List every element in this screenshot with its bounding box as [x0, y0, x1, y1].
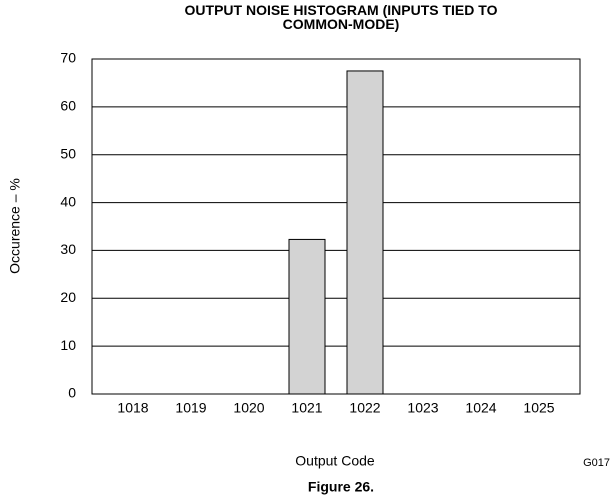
caption: Figure 26.	[308, 479, 374, 495]
chart-title: OUTPUT NOISE HISTOGRAM (INPUTS TIED TO C…	[184, 2, 498, 32]
x-tick-label: 1025	[523, 400, 554, 416]
x-tick-label: 1018	[117, 400, 148, 416]
y-tick-label: 70	[60, 50, 76, 66]
plot-frame	[91, 58, 581, 395]
y-axis-label: Occurence – %	[7, 178, 23, 274]
x-tick-label: 1022	[349, 400, 380, 416]
x-axis-label: Output Code	[295, 453, 375, 469]
bar	[288, 238, 326, 395]
x-tick-label: 1019	[175, 400, 206, 416]
y-tick-label: 20	[60, 289, 76, 305]
annotation: G017	[583, 457, 610, 469]
x-tick-label: 1021	[291, 400, 322, 416]
x-tick-label: 1023	[407, 400, 438, 416]
x-tick-label: 1020	[233, 400, 264, 416]
y-tick-label: 0	[68, 385, 76, 401]
y-tick-label: 50	[60, 145, 76, 161]
y-tick-label: 40	[60, 193, 76, 209]
x-tick-label: 1024	[465, 400, 496, 416]
y-tick-label: 10	[60, 337, 76, 353]
y-tick-label: 60	[60, 98, 76, 114]
y-tick-label: 30	[60, 241, 76, 257]
bar	[346, 70, 384, 395]
